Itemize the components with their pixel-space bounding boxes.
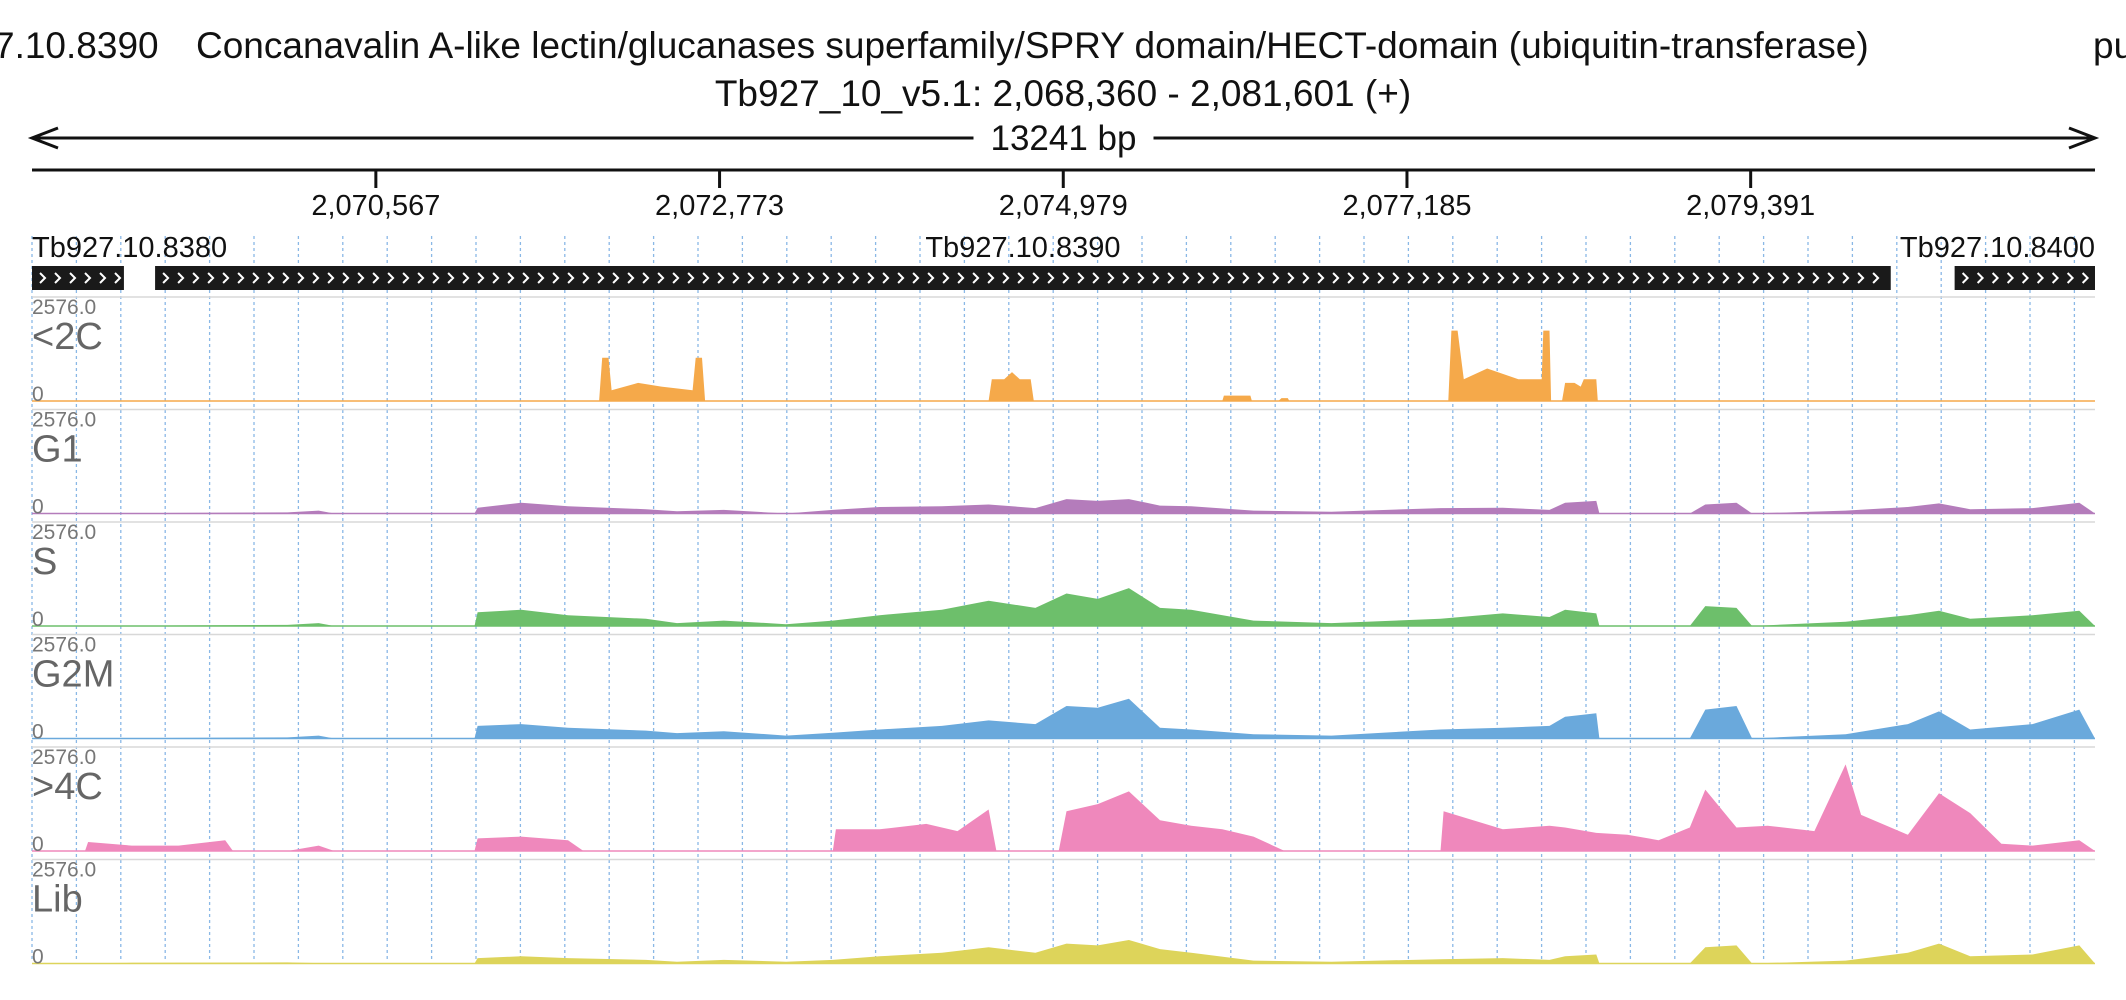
- span-length-label: 13241 bp: [991, 119, 1137, 158]
- strand-arrows-icon: [1961, 272, 2090, 284]
- axis-tick-label: 2,077,185: [1342, 190, 1471, 222]
- coverage-area: [32, 764, 2095, 851]
- track-S: 2576.0S 0: [32, 521, 2095, 631]
- title-suffix: pu: [2093, 25, 2126, 66]
- axis-tick-label: 2,072,773: [655, 190, 784, 222]
- axis-tick-label: 2,070,567: [311, 190, 440, 222]
- span-arrow-right-icon: [2068, 126, 2100, 150]
- track-name-label: Lib: [32, 879, 83, 921]
- track-min-label: 0: [32, 946, 44, 969]
- gene-Tb927.10.8390: [155, 266, 1891, 290]
- gene-body: [32, 266, 124, 290]
- track-max-label: 2576.0: [32, 634, 96, 657]
- coverage-area: [32, 698, 2095, 739]
- track-max-label: 2576.0: [32, 859, 96, 882]
- track-G1: 2576.0G1 0: [32, 409, 2095, 519]
- coverage-area: [32, 499, 2095, 514]
- gene-Tb927.10.8380: [32, 266, 124, 290]
- gene-label: Tb927.10.8400: [1900, 232, 2095, 264]
- coverage-area: [32, 330, 2095, 401]
- track-max-label: 2576.0: [32, 521, 96, 544]
- gene-title: 7.10.8390 Concanavalin A-like lectin/glu…: [0, 22, 2126, 70]
- span-label-bg: [973, 116, 1154, 160]
- track-max-label: 2576.0: [32, 409, 96, 432]
- track-max-label: 2576.0: [32, 296, 96, 319]
- coverage-area: [32, 588, 2095, 626]
- track->4C: 2576.0>4C 0: [32, 746, 2095, 856]
- track-min-label: 0: [32, 833, 44, 856]
- track-min-label: 0: [32, 608, 44, 631]
- track-<2C: 2576.0<2C 0: [32, 296, 2095, 406]
- track-name-label: G2M: [32, 654, 114, 696]
- gene-label: Tb927.10.8380: [32, 232, 227, 264]
- gene-label: Tb927.10.8390: [925, 232, 1120, 264]
- gene-Tb927.10.8400: [1954, 266, 2095, 290]
- grid-lines: [31, 236, 2076, 962]
- track-name-label: G1: [32, 429, 83, 471]
- title-description: Concanavalin A-like lectin/glucanases su…: [196, 25, 1869, 66]
- axis-tick-label: 2,074,979: [999, 190, 1128, 222]
- coverage-area: [32, 940, 2095, 964]
- title-id-prefix: 7.10.8390: [0, 25, 159, 66]
- locus-label: Tb927_10_v5.1: 2,068,360 - 2,081,601 (+): [714, 73, 1412, 114]
- track-min-label: 0: [32, 496, 44, 519]
- track-name-label: >4C: [32, 766, 103, 808]
- track-max-label: 2576.0: [32, 746, 96, 769]
- span-arrow-left-icon: [27, 126, 59, 150]
- track-min-label: 0: [32, 721, 44, 744]
- strand-arrows-icon: [162, 272, 1880, 284]
- track-min-label: 0: [32, 383, 44, 406]
- axis-tick-label: 2,079,391: [1686, 190, 1815, 222]
- strand-arrows-icon: [39, 272, 122, 284]
- track-name-label: S: [32, 541, 57, 583]
- track-name-label: <2C: [32, 316, 103, 358]
